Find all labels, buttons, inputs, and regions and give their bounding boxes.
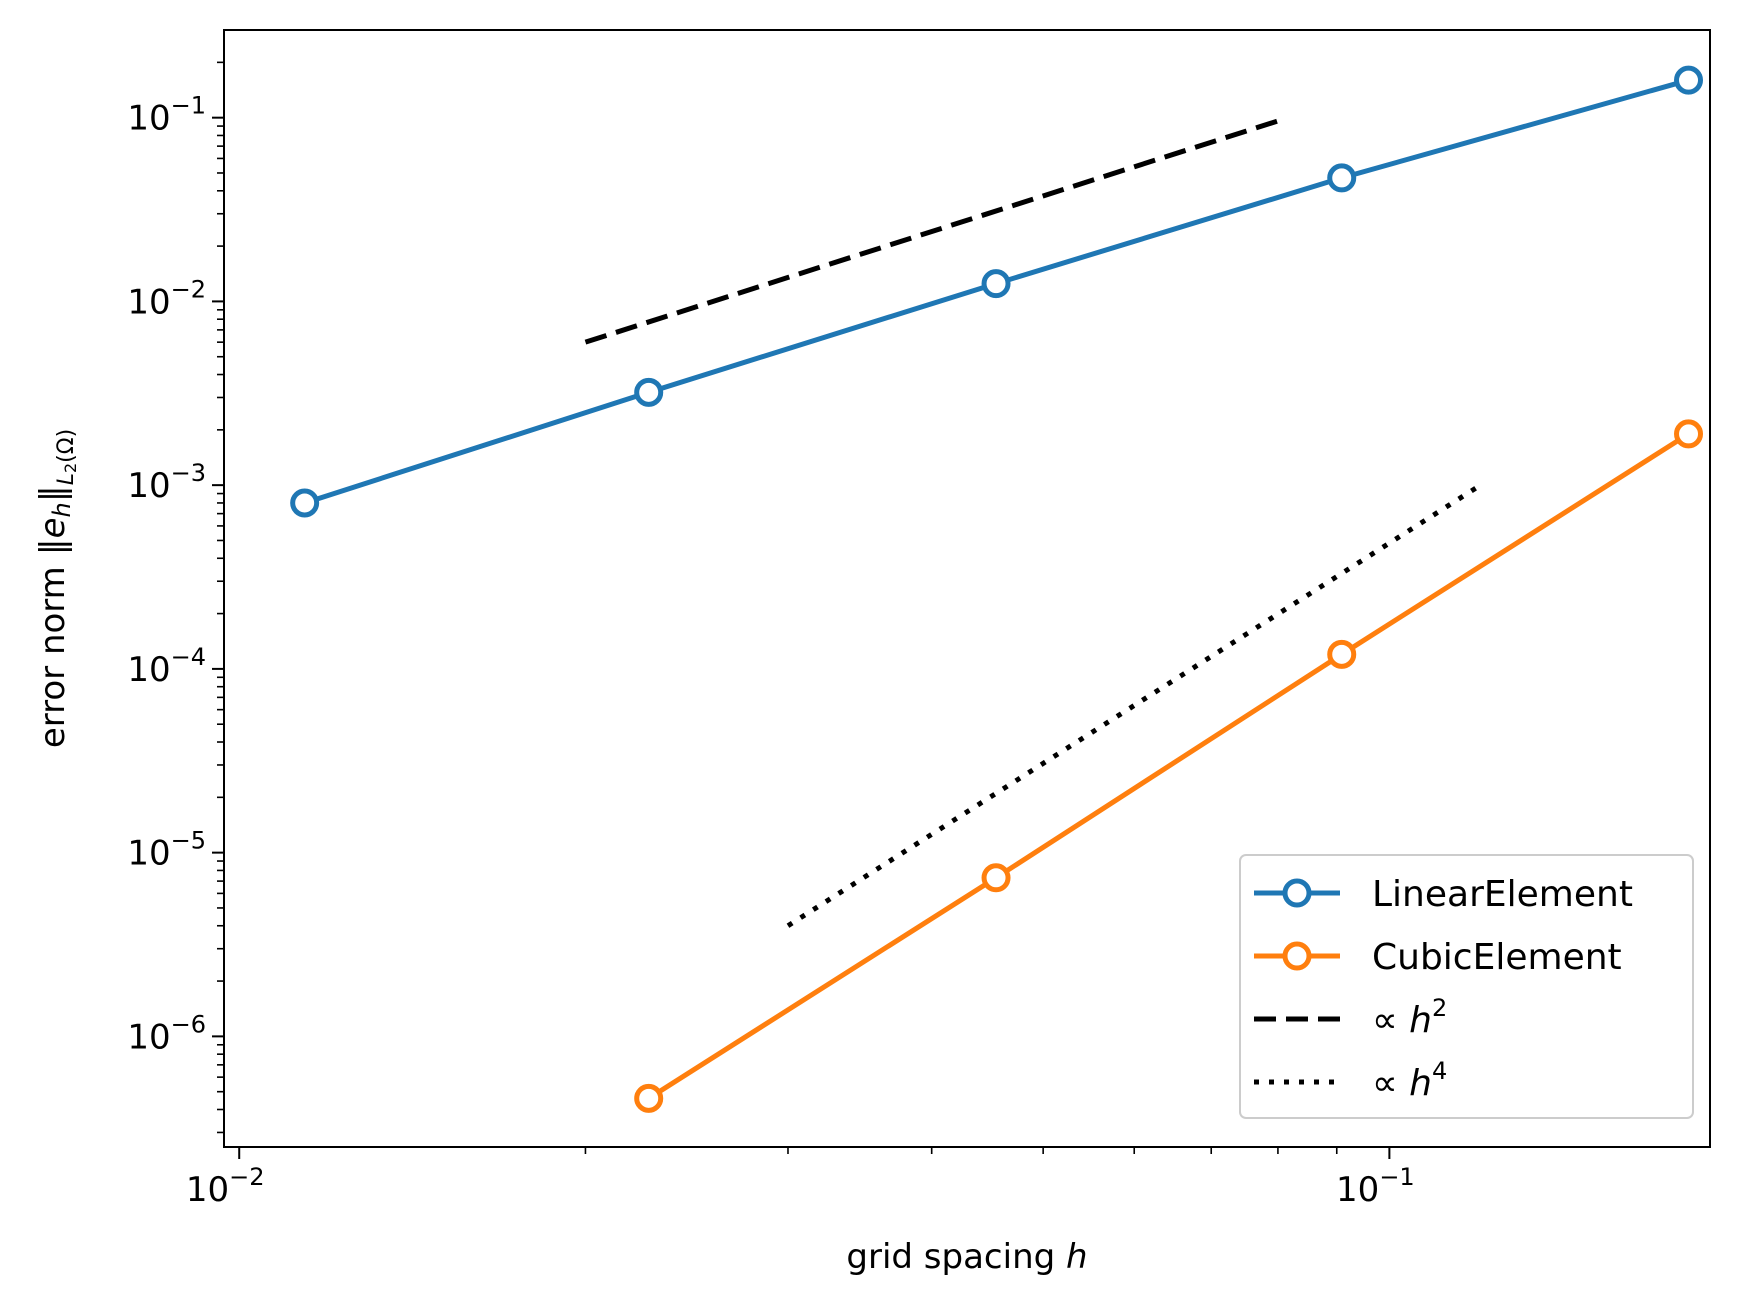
y-tick-base: 10 xyxy=(127,99,170,139)
legend-label: CubicElement xyxy=(1372,937,1622,978)
y-tick-exponent: −1 xyxy=(171,92,206,120)
y-tick-base: 10 xyxy=(127,650,170,690)
data-point xyxy=(634,1083,664,1113)
legend-label: LinearElement xyxy=(1372,874,1633,915)
y-axis-label-sub-l: L xyxy=(54,473,79,485)
x-tick-base: 10 xyxy=(186,1170,229,1210)
x-tick-label: 10−1 xyxy=(1336,1163,1415,1210)
x-tick-base: 10 xyxy=(1336,1170,1379,1210)
y-axis-label-norm-sub: h xyxy=(48,502,76,517)
x-tick-exponent: −1 xyxy=(1379,1163,1414,1191)
legend-marker xyxy=(1282,941,1312,971)
y-tick-label: 10−6 xyxy=(127,1010,206,1057)
legend-label-exponent: 4 xyxy=(1432,1057,1447,1085)
data-point xyxy=(1674,65,1704,95)
y-tick-label: 10−4 xyxy=(127,643,206,690)
y-axis-label-norm-close: ‖ xyxy=(33,485,73,502)
legend-label-exponent: 2 xyxy=(1432,994,1447,1022)
ticks-layer: 10−2 10−110−610−510−410−310−210−1 xyxy=(127,61,1415,1210)
legend-label: ∝ h4 xyxy=(1372,1057,1447,1104)
y-tick-exponent: −4 xyxy=(171,643,206,671)
y-tick-exponent: −2 xyxy=(171,275,206,303)
x-tick-label: 10−2 xyxy=(186,1163,265,1210)
y-tick-label: 10−1 xyxy=(127,92,206,139)
x-axis-label: grid spacing h xyxy=(846,1237,1087,1277)
legend-label-prefix: ∝ xyxy=(1372,1000,1409,1041)
y-tick-base: 10 xyxy=(127,834,170,874)
y-tick-base: 10 xyxy=(127,282,170,322)
x-tick-exponent: −2 xyxy=(229,1163,264,1191)
y-tick-exponent: −5 xyxy=(171,827,206,855)
legend-marker xyxy=(1282,878,1312,908)
legend-label: ∝ h2 xyxy=(1372,994,1447,1041)
y-axis-label-sub-omega: (Ω) xyxy=(54,429,79,463)
data-point xyxy=(1674,419,1704,449)
y-axis-label: error norm ‖eh‖L2(Ω) xyxy=(33,429,80,748)
y-axis-label-text: error norm xyxy=(33,555,73,748)
y-tick-exponent: −6 xyxy=(171,1010,206,1038)
plot-frame xyxy=(223,29,1711,1148)
data-point xyxy=(290,488,320,518)
x-axis-label-text: grid spacing xyxy=(846,1237,1066,1277)
data-point xyxy=(981,863,1011,893)
legend-label-prefix: ∝ xyxy=(1372,1063,1409,1104)
legend-label-math: h xyxy=(1409,1063,1432,1104)
y-tick-label: 10−5 xyxy=(127,827,206,874)
x-axis-label-math: h xyxy=(1066,1237,1088,1277)
data-point xyxy=(1327,163,1357,193)
series-line-1 xyxy=(647,431,1690,1101)
data-point xyxy=(981,269,1011,299)
data-point xyxy=(634,377,664,407)
series-layer xyxy=(290,65,1704,1113)
data-point xyxy=(1327,639,1357,669)
series-line-3 xyxy=(786,483,1482,928)
y-tick-label: 10−2 xyxy=(127,275,206,322)
legend-label-math: h xyxy=(1409,1000,1432,1041)
y-axis-label-sub-2: 2 xyxy=(61,463,80,473)
series-line-2 xyxy=(584,118,1279,345)
y-tick-base: 10 xyxy=(127,1017,170,1057)
legend-frame xyxy=(1239,854,1694,1119)
y-tick-base: 10 xyxy=(127,466,170,506)
y-tick-label: 10−3 xyxy=(127,459,206,506)
y-axis-label-norm-open: ‖e xyxy=(33,517,73,555)
y-tick-exponent: −3 xyxy=(171,459,206,487)
